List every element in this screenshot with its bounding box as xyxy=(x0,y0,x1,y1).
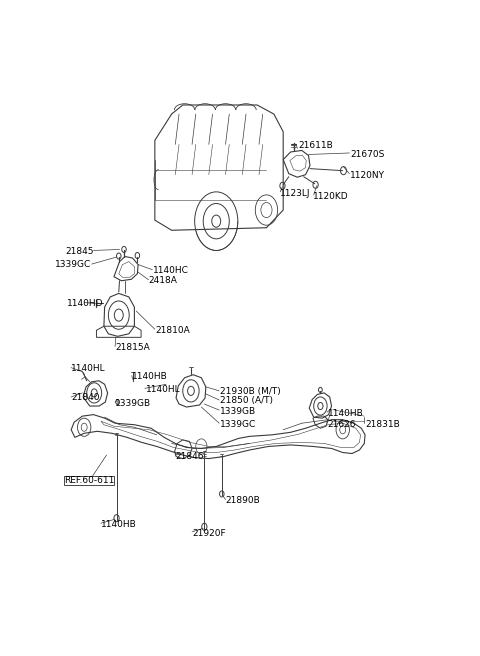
Text: 1140HL: 1140HL xyxy=(145,385,180,394)
Text: 1140HB: 1140HB xyxy=(101,520,137,529)
Text: REF.60-611: REF.60-611 xyxy=(64,476,114,485)
Text: 1339GC: 1339GC xyxy=(55,260,92,269)
Text: 1339GC: 1339GC xyxy=(220,420,256,429)
Text: 21815A: 21815A xyxy=(115,343,150,352)
Text: 21670S: 21670S xyxy=(350,150,384,159)
Text: 1120NY: 1120NY xyxy=(350,171,385,180)
Text: 1140HB: 1140HB xyxy=(328,409,363,418)
Text: 1140HL: 1140HL xyxy=(71,364,106,373)
Text: 21831B: 21831B xyxy=(365,420,400,429)
Text: 1140HD: 1140HD xyxy=(67,299,104,308)
Text: 1140HC: 1140HC xyxy=(153,266,189,275)
Text: 21845: 21845 xyxy=(65,247,94,256)
Text: REF.60-611: REF.60-611 xyxy=(64,476,114,485)
Text: 21611B: 21611B xyxy=(298,141,333,150)
Text: 1140HB: 1140HB xyxy=(132,372,168,381)
Text: 21846: 21846 xyxy=(175,451,204,461)
Text: 2418A: 2418A xyxy=(148,276,178,285)
Text: 21850 (A/T): 21850 (A/T) xyxy=(220,396,273,405)
Text: 21626: 21626 xyxy=(328,420,356,429)
Text: 21840: 21840 xyxy=(71,394,100,402)
Text: 21930B (M/T): 21930B (M/T) xyxy=(220,388,281,396)
Text: 1120KD: 1120KD xyxy=(313,192,348,201)
Text: 1339GB: 1339GB xyxy=(115,398,151,407)
Text: 21890B: 21890B xyxy=(226,496,260,505)
Text: 1339GB: 1339GB xyxy=(220,407,256,416)
Text: 21810A: 21810A xyxy=(155,326,190,335)
Text: 21920F: 21920F xyxy=(192,529,226,538)
Text: 1123LJ: 1123LJ xyxy=(279,190,310,198)
